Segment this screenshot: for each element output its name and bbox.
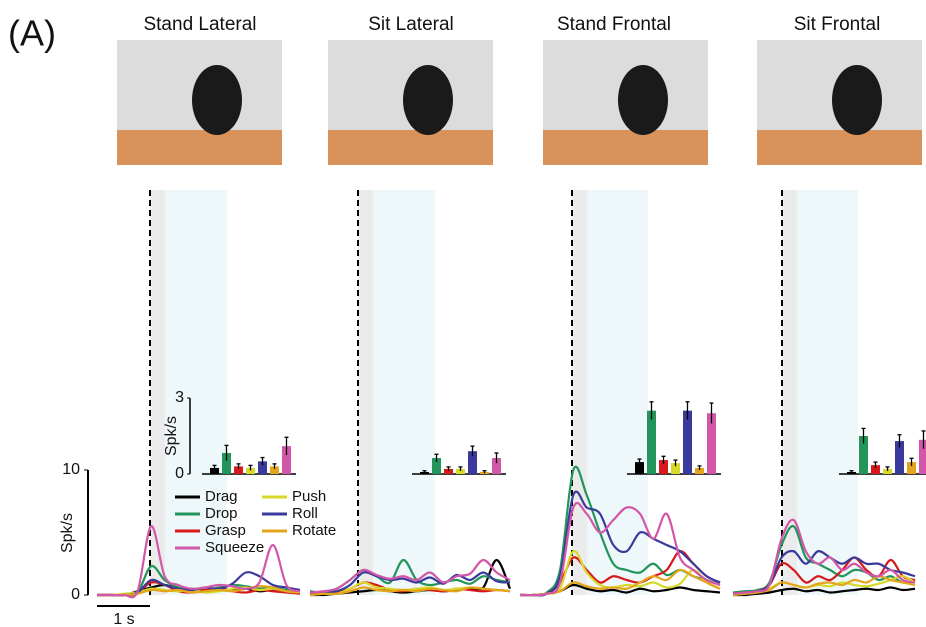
condition-title: Sit Frontal	[794, 14, 881, 35]
legend-label: Push	[292, 488, 326, 505]
legend-label: Drop	[205, 505, 238, 522]
psth-line	[732, 586, 916, 597]
inset-bar	[282, 446, 291, 474]
inset-bar	[222, 452, 231, 474]
inset-bar	[919, 439, 926, 474]
inset-bar	[883, 468, 892, 474]
psth-line	[309, 571, 511, 595]
baseline-period	[782, 190, 797, 595]
inset-bar	[210, 467, 219, 474]
psth-line	[519, 501, 721, 597]
inset-bar	[659, 460, 668, 474]
psth-line	[97, 525, 301, 599]
psth-line	[309, 586, 511, 597]
inset-bar	[647, 410, 656, 474]
photo-person	[192, 65, 242, 135]
scale-bar-label: 1 s	[113, 611, 134, 627]
photo-person	[403, 65, 453, 135]
baseline-period	[572, 190, 587, 595]
psth-line	[309, 558, 511, 594]
psth-line	[732, 549, 916, 595]
inset-bar	[432, 458, 441, 474]
legend-label: Squeeze	[205, 539, 264, 556]
action-period	[165, 190, 227, 595]
psth-line	[732, 518, 916, 595]
condition-title: Stand Frontal	[557, 14, 671, 35]
psth-line	[97, 585, 301, 597]
baseline-period	[358, 190, 373, 595]
inset-bar	[871, 465, 880, 474]
inset-bar	[270, 466, 279, 474]
inset-bar	[707, 413, 716, 474]
inset-bar	[492, 458, 501, 474]
action-period	[373, 190, 435, 595]
legend-label: Rotate	[292, 522, 336, 539]
inset-bar	[444, 468, 453, 474]
baseline-period	[150, 190, 165, 595]
inset-bar	[671, 463, 680, 474]
y-axis-label: Spk/s	[59, 513, 76, 553]
inset-bar	[907, 462, 916, 474]
inset-bar	[456, 468, 465, 474]
photo-person	[832, 65, 882, 135]
photo-person	[618, 65, 668, 135]
condition-title: Stand Lateral	[143, 14, 256, 35]
inset-bar	[258, 461, 267, 474]
photo-table	[543, 130, 708, 165]
inset-bar	[234, 466, 243, 474]
condition-title: Sit Lateral	[368, 14, 454, 35]
y-tick-label: 0	[71, 586, 80, 603]
action-period	[797, 190, 858, 595]
legend-label: Roll	[292, 505, 318, 522]
inset-bar	[695, 467, 704, 474]
photo-table	[117, 130, 282, 165]
inset-bar	[859, 436, 868, 474]
inset-y-tick-label: 0	[175, 465, 184, 482]
psth-line	[519, 490, 721, 597]
inset-bar	[895, 441, 904, 474]
inset-bar	[635, 462, 644, 474]
inset-y-tick-label: 3	[175, 389, 184, 406]
photo-table	[757, 130, 922, 165]
inset-bar	[468, 451, 477, 474]
photo-table	[328, 130, 493, 165]
inset-y-axis-label: Spk/s	[163, 416, 180, 456]
legend-label: Grasp	[205, 522, 246, 539]
panel-label: (A)	[8, 13, 56, 54]
inset-bar	[683, 410, 692, 474]
inset-bar	[246, 467, 255, 474]
y-tick-label: 10	[62, 461, 80, 478]
legend-label: Drag	[205, 488, 238, 505]
